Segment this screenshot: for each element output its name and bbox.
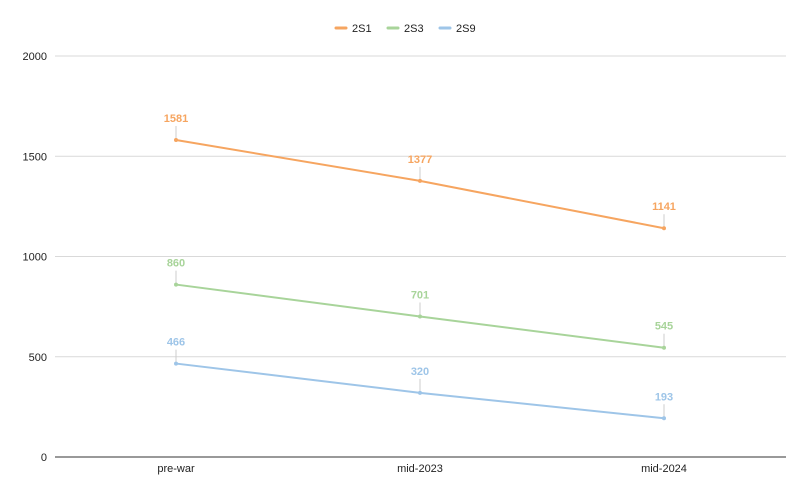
y-tick-label: 2000 bbox=[23, 51, 47, 63]
legend-item-2s9[interactable]: 2S9 bbox=[438, 23, 476, 35]
data-point[interactable] bbox=[174, 361, 178, 366]
series-group: 1581 1377 1141 860 701 545 466 320 193 bbox=[164, 113, 676, 421]
data-label: 860 bbox=[167, 258, 185, 270]
data-label: 193 bbox=[655, 391, 673, 403]
series-2s3: 860 701 545 bbox=[167, 258, 673, 350]
x-axis: pre-war mid-2023 mid-2024 bbox=[55, 456, 786, 475]
y-tick-label: 1000 bbox=[23, 252, 47, 264]
data-point[interactable] bbox=[662, 416, 666, 421]
data-label: 320 bbox=[411, 366, 429, 378]
x-tick-label: mid-2023 bbox=[397, 463, 443, 475]
data-point[interactable] bbox=[418, 314, 422, 319]
data-label: 1377 bbox=[408, 154, 432, 166]
series-2s9: 466 320 193 bbox=[167, 337, 673, 421]
data-point[interactable] bbox=[174, 138, 178, 143]
legend-item-2s3[interactable]: 2S3 bbox=[386, 23, 424, 35]
y-tick-label: 1500 bbox=[23, 151, 47, 163]
legend-label: 2S3 bbox=[404, 23, 424, 35]
legend-item-2s1[interactable]: 2S1 bbox=[334, 23, 372, 35]
y-axis: 0 500 1000 1500 2000 bbox=[23, 51, 47, 464]
data-point[interactable] bbox=[418, 178, 422, 183]
data-point[interactable] bbox=[662, 226, 666, 231]
legend-label: 2S9 bbox=[456, 23, 476, 35]
x-tick-label: pre-war bbox=[157, 463, 195, 475]
data-label: 701 bbox=[411, 289, 429, 301]
data-point[interactable] bbox=[662, 345, 666, 350]
x-tick-label: mid-2024 bbox=[641, 463, 687, 475]
gridlines bbox=[55, 55, 786, 358]
data-point[interactable] bbox=[174, 282, 178, 287]
data-point[interactable] bbox=[418, 390, 422, 395]
data-label: 1141 bbox=[652, 201, 676, 213]
legend[interactable]: 2S1 2S3 2S9 bbox=[334, 23, 476, 35]
data-label: 1581 bbox=[164, 113, 188, 125]
y-tick-label: 500 bbox=[29, 352, 47, 364]
data-label: 545 bbox=[655, 321, 673, 333]
data-label: 466 bbox=[167, 337, 185, 349]
series-2s1: 1581 1377 1141 bbox=[164, 113, 676, 231]
legend-label: 2S1 bbox=[352, 23, 372, 35]
y-tick-label: 0 bbox=[41, 452, 47, 464]
